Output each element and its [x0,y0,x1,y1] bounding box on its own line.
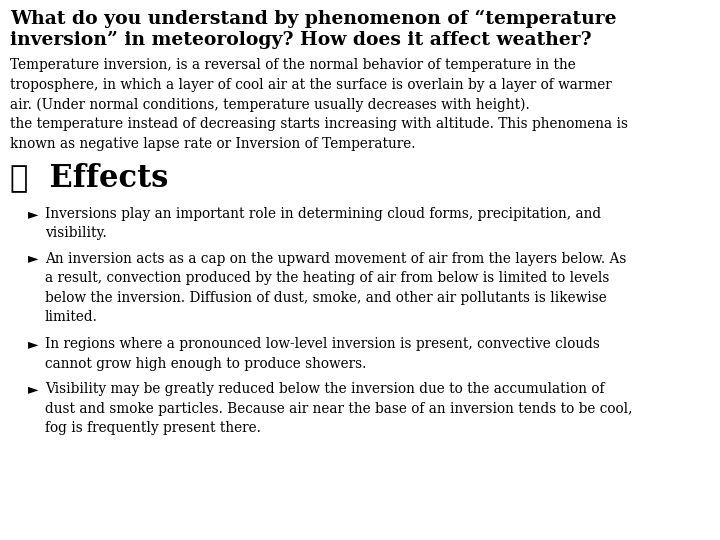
Text: Visibility may be greatly reduced below the inversion due to the accumulation of: Visibility may be greatly reduced below … [45,382,632,435]
Text: Temperature inversion, is a reversal of the normal behavior of temperature in th: Temperature inversion, is a reversal of … [10,58,628,151]
Text: ►: ► [28,382,38,396]
Text: In regions where a pronounced low-level inversion is present, convective clouds
: In regions where a pronounced low-level … [45,338,600,371]
Text: Inversions play an important role in determining cloud forms, precipitation, and: Inversions play an important role in det… [45,207,601,240]
Text: An inversion acts as a cap on the upward movement of air from the layers below. : An inversion acts as a cap on the upward… [45,252,626,324]
Text: ►: ► [28,207,38,221]
Text: What do you understand by phenomenon of “temperature
inversion” in meteorology? : What do you understand by phenomenon of … [10,10,616,49]
Text: ►: ► [28,338,38,351]
Text: ❖  Effects: ❖ Effects [10,162,168,193]
Text: ►: ► [28,252,38,266]
